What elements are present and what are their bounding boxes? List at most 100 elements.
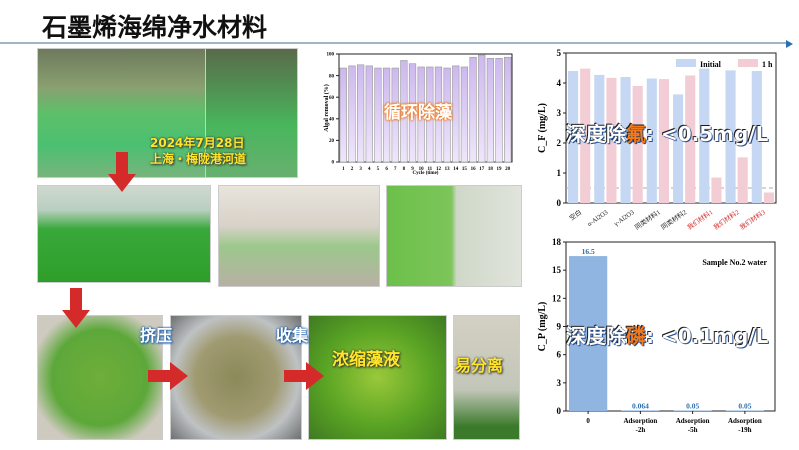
- x-tick-label: -5h: [688, 426, 698, 434]
- phosphorus-bar: [725, 410, 764, 412]
- concentrate-label: 浓缩藻液: [332, 350, 400, 370]
- x-tick-label: -2h: [636, 426, 646, 434]
- initial-bar: [568, 71, 579, 203]
- phosphorus-highlight: 磷: [626, 324, 646, 348]
- play-icon: [786, 40, 793, 48]
- fluoride-chart: 0 1 2 3 4 5 C_F (mg/L) 空白 α-Al2O3 γ-Al2O3同类材料1同类材…: [537, 48, 777, 232]
- y-tick-label: 2: [557, 138, 562, 148]
- y-tick-label: 5: [557, 48, 562, 58]
- y-tick-label: 6: [557, 350, 562, 360]
- x-tick-label: 2: [351, 167, 354, 172]
- data-label: 0.05: [686, 402, 699, 411]
- x-tick-label: 10: [419, 167, 425, 172]
- tube-photo: [453, 315, 520, 440]
- algae-bar: [400, 60, 408, 163]
- y-axis-label: Algal removal (%): [323, 84, 330, 132]
- x-tick-label: 12: [436, 167, 442, 172]
- one-h-bar: [606, 77, 617, 203]
- x-tick-label: 同类材料1: [633, 207, 662, 231]
- phosphorus-bar: [569, 256, 608, 411]
- x-tick-label: Adsorption: [623, 417, 657, 425]
- initial-bar: [620, 77, 631, 203]
- one-h-bar: [658, 79, 669, 203]
- x-tick-label: 11: [427, 167, 432, 172]
- one-h-bar: [632, 86, 643, 203]
- plot-frame: [338, 53, 513, 163]
- x-tick-label: 4: [368, 167, 371, 172]
- phosphorus-bar: [673, 410, 712, 412]
- y-tick-label: 0: [557, 198, 562, 208]
- separate-label: 易分离: [455, 356, 504, 375]
- collect-label: 收集: [276, 326, 309, 345]
- algae-bar: [452, 65, 460, 163]
- algae-removal-chart: 0 20 40 60 80 100 Algal removal (%) Cycle (time…: [323, 53, 513, 176]
- one-h-bar: [763, 192, 774, 203]
- x-tick-label: Adsorption: [728, 417, 762, 425]
- x-axis-label: Cycle (time): [413, 171, 439, 176]
- x-tick-label: 3: [359, 167, 362, 172]
- location-label: 上海・梅陇港河道: [150, 152, 247, 166]
- x-tick-label: 5: [377, 167, 380, 172]
- y-tick-label: 3: [557, 108, 562, 118]
- fluoride-suffix: : <0.5mg/L: [646, 122, 769, 146]
- river-photo-2: [205, 48, 298, 178]
- phosphorus-overlay: 深度除磷: <0.1mg/L: [566, 320, 768, 349]
- algae-bar: [434, 66, 443, 163]
- initial-bar: [725, 70, 736, 204]
- fluoride-overlay: 深度除氟: <0.5mg/L: [566, 118, 768, 147]
- algae-bar: [504, 56, 512, 163]
- data-label: 0.05: [738, 402, 751, 411]
- arrow-right-icon: [284, 362, 324, 390]
- x-tick-label: 8: [403, 167, 406, 172]
- y-tick-label: 100: [327, 53, 335, 58]
- initial-bar: [673, 94, 684, 203]
- algae-bar: [348, 65, 356, 163]
- algae-bar: [417, 66, 425, 163]
- algae-bar: [356, 64, 365, 163]
- fluoride-prefix: 深度除: [566, 122, 626, 146]
- y-tick-label: 18: [552, 237, 562, 247]
- phosphorus-prefix: 深度除: [566, 324, 626, 348]
- page-title: 石墨烯海绵净水材料: [42, 13, 268, 42]
- x-tick-label: 7: [394, 167, 397, 172]
- algae-bar: [374, 67, 382, 163]
- algae-bar: [486, 58, 495, 163]
- y-tick-label: 12: [552, 293, 562, 303]
- y-tick-label: 9: [557, 322, 562, 332]
- y-tick-label: 40: [329, 117, 335, 122]
- x-tick-label: 1: [342, 167, 345, 172]
- y-axis-label: C_P (mg/L): [537, 302, 548, 352]
- data-label: 0.064: [632, 401, 649, 410]
- x-tick-label: 9: [411, 167, 414, 172]
- legend-swatch: [676, 59, 696, 67]
- x-tick-label: 同类材料2: [659, 207, 688, 231]
- x-tick-label: 0: [586, 417, 590, 425]
- x-tick-label: 我们材料2: [712, 207, 741, 231]
- fluoride-highlight: 氟: [626, 122, 646, 146]
- legend-label: 1 h: [762, 60, 773, 69]
- phosphorus-chart: 0 3 6 9 12 15 18 C_P (mg/L) Sample No.2 water 16.…: [537, 237, 776, 434]
- y-tick-label: 20: [329, 139, 335, 144]
- initial-bar: [751, 71, 762, 203]
- x-tick-label: 6: [385, 167, 388, 172]
- algae-bar: [339, 67, 347, 163]
- title-divider: [0, 42, 790, 44]
- chart-annotation: Sample No.2 water: [702, 258, 767, 267]
- data-label: 16.5: [582, 247, 595, 256]
- x-tick-label: 13: [445, 167, 451, 172]
- one-h-bar: [711, 177, 722, 203]
- x-tick-label: γ-Al2O3: [612, 209, 635, 228]
- y-axis-label: C_F (mg/L): [537, 103, 548, 153]
- algae-bar: [382, 67, 391, 163]
- y-tick-label: 15: [552, 265, 562, 275]
- x-tick-label: 19: [497, 167, 503, 172]
- y-tick-label: 80: [329, 74, 335, 79]
- x-tick-label: 我们材料3: [738, 207, 767, 231]
- y-tick-label: 0: [557, 406, 562, 416]
- legend-label: Initial: [700, 60, 722, 69]
- x-tick-label: 空白: [567, 207, 583, 222]
- glass-photo: [386, 185, 522, 287]
- algae-bar: [408, 63, 417, 163]
- algae-bar: [365, 65, 373, 163]
- one-h-bar: [685, 75, 696, 203]
